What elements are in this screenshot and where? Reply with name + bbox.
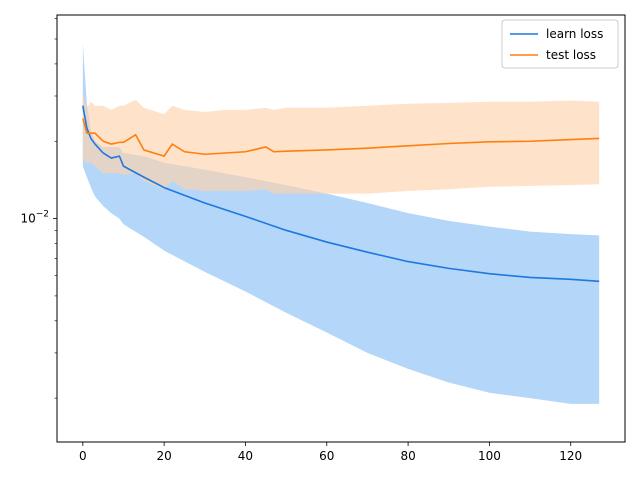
legend-label-learn-loss: learn loss [546,27,603,41]
y-tick-label-exponent: −2 [36,210,49,220]
line-learn-loss [82,105,600,283]
legend: learn loss test loss [501,19,619,69]
axes-frame [56,14,626,443]
x-tick-label: 0 [79,449,87,463]
x-tick-label: 120 [559,449,582,463]
legend-label-test-loss: test loss [546,48,596,62]
x-tick-label: 60 [319,449,334,463]
y-tick-label-base: 10 [20,212,35,226]
x-tick-label: 80 [400,449,415,463]
x-tick-label: 20 [156,449,171,463]
legend-box [501,19,619,69]
plot-area [82,43,600,404]
x-axis: 0 20 40 60 80 100 120 [79,442,582,463]
band-learn-loss [82,43,600,404]
band-test-loss [82,92,600,194]
y-tick-label: 10−2 [20,210,49,226]
x-tick-label: 40 [238,449,253,463]
y-axis: 10−2 [20,18,57,399]
line-test-loss [82,118,600,157]
x-tick-label: 100 [478,449,501,463]
